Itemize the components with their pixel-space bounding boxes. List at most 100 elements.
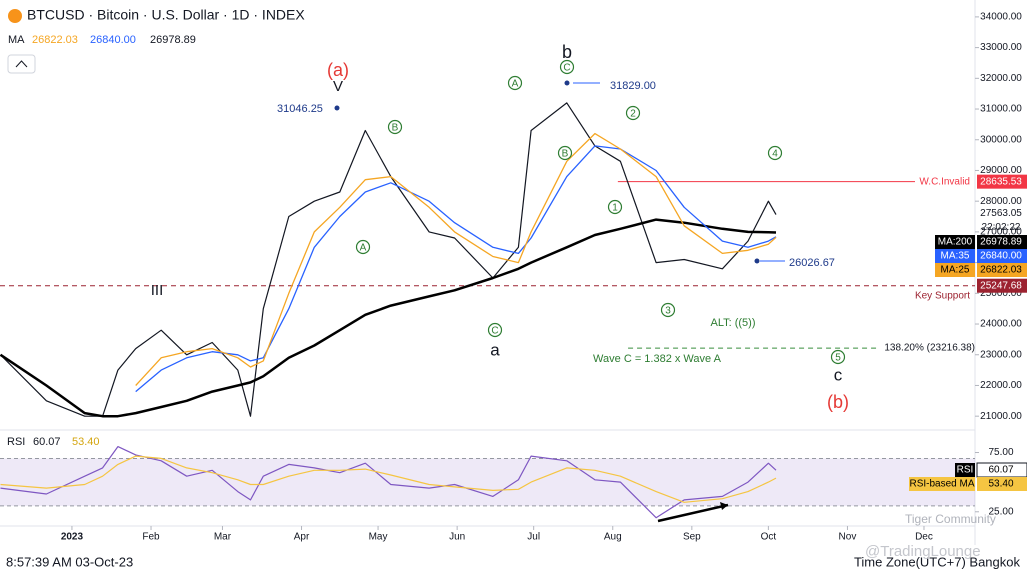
rsi-name: RSI [957, 465, 974, 476]
collapse-button[interactable] [7, 54, 36, 74]
y-tick-label: 33000.00 [980, 42, 1022, 53]
y-tick-label: 24000.00 [980, 319, 1022, 330]
annotation: III [151, 282, 164, 299]
ma-tag-label: 26840.00 [980, 251, 1022, 262]
wave-label: B [562, 149, 569, 160]
y-tick-label: 30000.00 [980, 134, 1022, 145]
annotation: a [490, 340, 500, 359]
rsi-title: RSI [7, 436, 25, 448]
wave-label: C [491, 326, 498, 337]
wave-label: 4 [772, 149, 778, 160]
coin-icon [8, 9, 22, 23]
wave-label: 2 [630, 109, 636, 120]
price-tag [977, 206, 1027, 221]
footer-time: 8:57:39 AM 03-Oct-23 [6, 554, 133, 569]
x-tick-label: Apr [294, 532, 310, 543]
ma-tag-label: 26978.89 [980, 237, 1022, 248]
ma-tag-box [935, 235, 975, 249]
x-tick-label: Jun [449, 532, 465, 543]
wave-circle [607, 199, 623, 215]
y-tick-label: 32000.00 [980, 73, 1022, 84]
y-tick-label: 25000.00 [980, 288, 1022, 299]
annotation: 31046.25 [277, 103, 323, 115]
annotation: (b) [827, 392, 849, 412]
rsi-tag [977, 477, 1027, 491]
wave-circle [830, 349, 846, 365]
y-tick-label: 25.00 [988, 506, 1013, 517]
x-tick-label: 2023 [61, 532, 84, 543]
series-line [0, 102, 777, 417]
y-tick-label: 75.00 [988, 447, 1013, 458]
rsi-name-box [955, 463, 975, 477]
series-line [0, 218, 777, 418]
pivot-dot [334, 105, 340, 111]
indicator-label: MA [8, 34, 25, 46]
ma-tag-name: MA:35 [941, 251, 970, 262]
wave-circle [767, 145, 783, 161]
wave-circle [387, 119, 403, 135]
wave-circle [355, 239, 371, 255]
wave-label: 5 [835, 353, 841, 364]
series-line [135, 145, 777, 393]
series-line [0, 446, 777, 519]
y-tick-label: 31000.00 [980, 104, 1022, 115]
wave-label: A [360, 243, 367, 254]
price-tag-label: 25247.68 [980, 280, 1022, 291]
wave-label: B [392, 123, 399, 134]
wave-label: A [512, 79, 519, 90]
ma-tag-box [935, 249, 975, 263]
annotation: b [562, 42, 572, 62]
wave-circle [660, 302, 676, 318]
y-tick-label: 27000.00 [980, 227, 1022, 238]
divergence-arrow [657, 503, 729, 523]
wave-circle [507, 75, 523, 91]
x-tick-label: Mar [214, 532, 232, 543]
legend-value: 26822.03 [32, 34, 78, 46]
rsi-tag-label: 60.07 [988, 465, 1013, 476]
x-tick-label: Sep [683, 532, 701, 543]
collapse-icon [15, 60, 28, 68]
x-tick-label: Oct [761, 532, 777, 543]
rsi-value: 60.07 [33, 436, 61, 448]
ma-tag-box [935, 263, 975, 277]
price-tag [977, 174, 1027, 189]
chart-title: BTCUSD · Bitcoin · U.S. Dollar · 1D · IN… [27, 7, 305, 23]
rsi-name: RSI-based MA [909, 479, 974, 490]
annotation: (a) [327, 60, 349, 80]
annotation: c [834, 365, 843, 384]
x-tick-label: Dec [915, 532, 933, 543]
legend-value: 26978.89 [150, 34, 196, 46]
level-label: W.C.Invalid [919, 176, 970, 187]
rsi-tag-label: 53.40 [988, 479, 1013, 490]
y-tick-label: 22000.00 [980, 380, 1022, 391]
ma-tag-name: MA:200 [938, 237, 973, 248]
annotation: 26026.67 [789, 257, 835, 269]
price-tag [977, 249, 1027, 263]
level-label: Key Support [915, 290, 970, 301]
y-tick-label: 29000.00 [980, 165, 1022, 176]
price-tag [977, 278, 1027, 293]
annotation: ALT: ((5)) [710, 317, 755, 329]
y-tick-label: 28000.00 [980, 196, 1022, 207]
y-tick-label: 23000.00 [980, 349, 1022, 360]
wave-label: C [563, 63, 570, 74]
pivot-dot [754, 258, 760, 264]
series-line [0, 455, 777, 503]
legend-value: 26840.00 [90, 34, 136, 46]
annotation: 31829.00 [610, 80, 656, 92]
price-tag-label: 27563.05 [980, 208, 1022, 219]
series-line [135, 132, 777, 386]
price-tag-label: 28635.53 [980, 176, 1022, 187]
wave-circle [487, 322, 503, 338]
wave-circle [557, 145, 573, 161]
y-tick-label: 21000.00 [980, 411, 1022, 422]
annotation: Wave C = 1.382 x Wave A [593, 353, 722, 365]
wave-label: 3 [665, 306, 671, 317]
x-tick-label: May [369, 532, 388, 543]
countdown: 22:02:22 [982, 222, 1021, 233]
x-tick-label: Nov [839, 532, 857, 543]
wave-circle [625, 105, 641, 121]
y-tick-label: 34000.00 [980, 12, 1022, 23]
wave-circle [559, 59, 575, 75]
